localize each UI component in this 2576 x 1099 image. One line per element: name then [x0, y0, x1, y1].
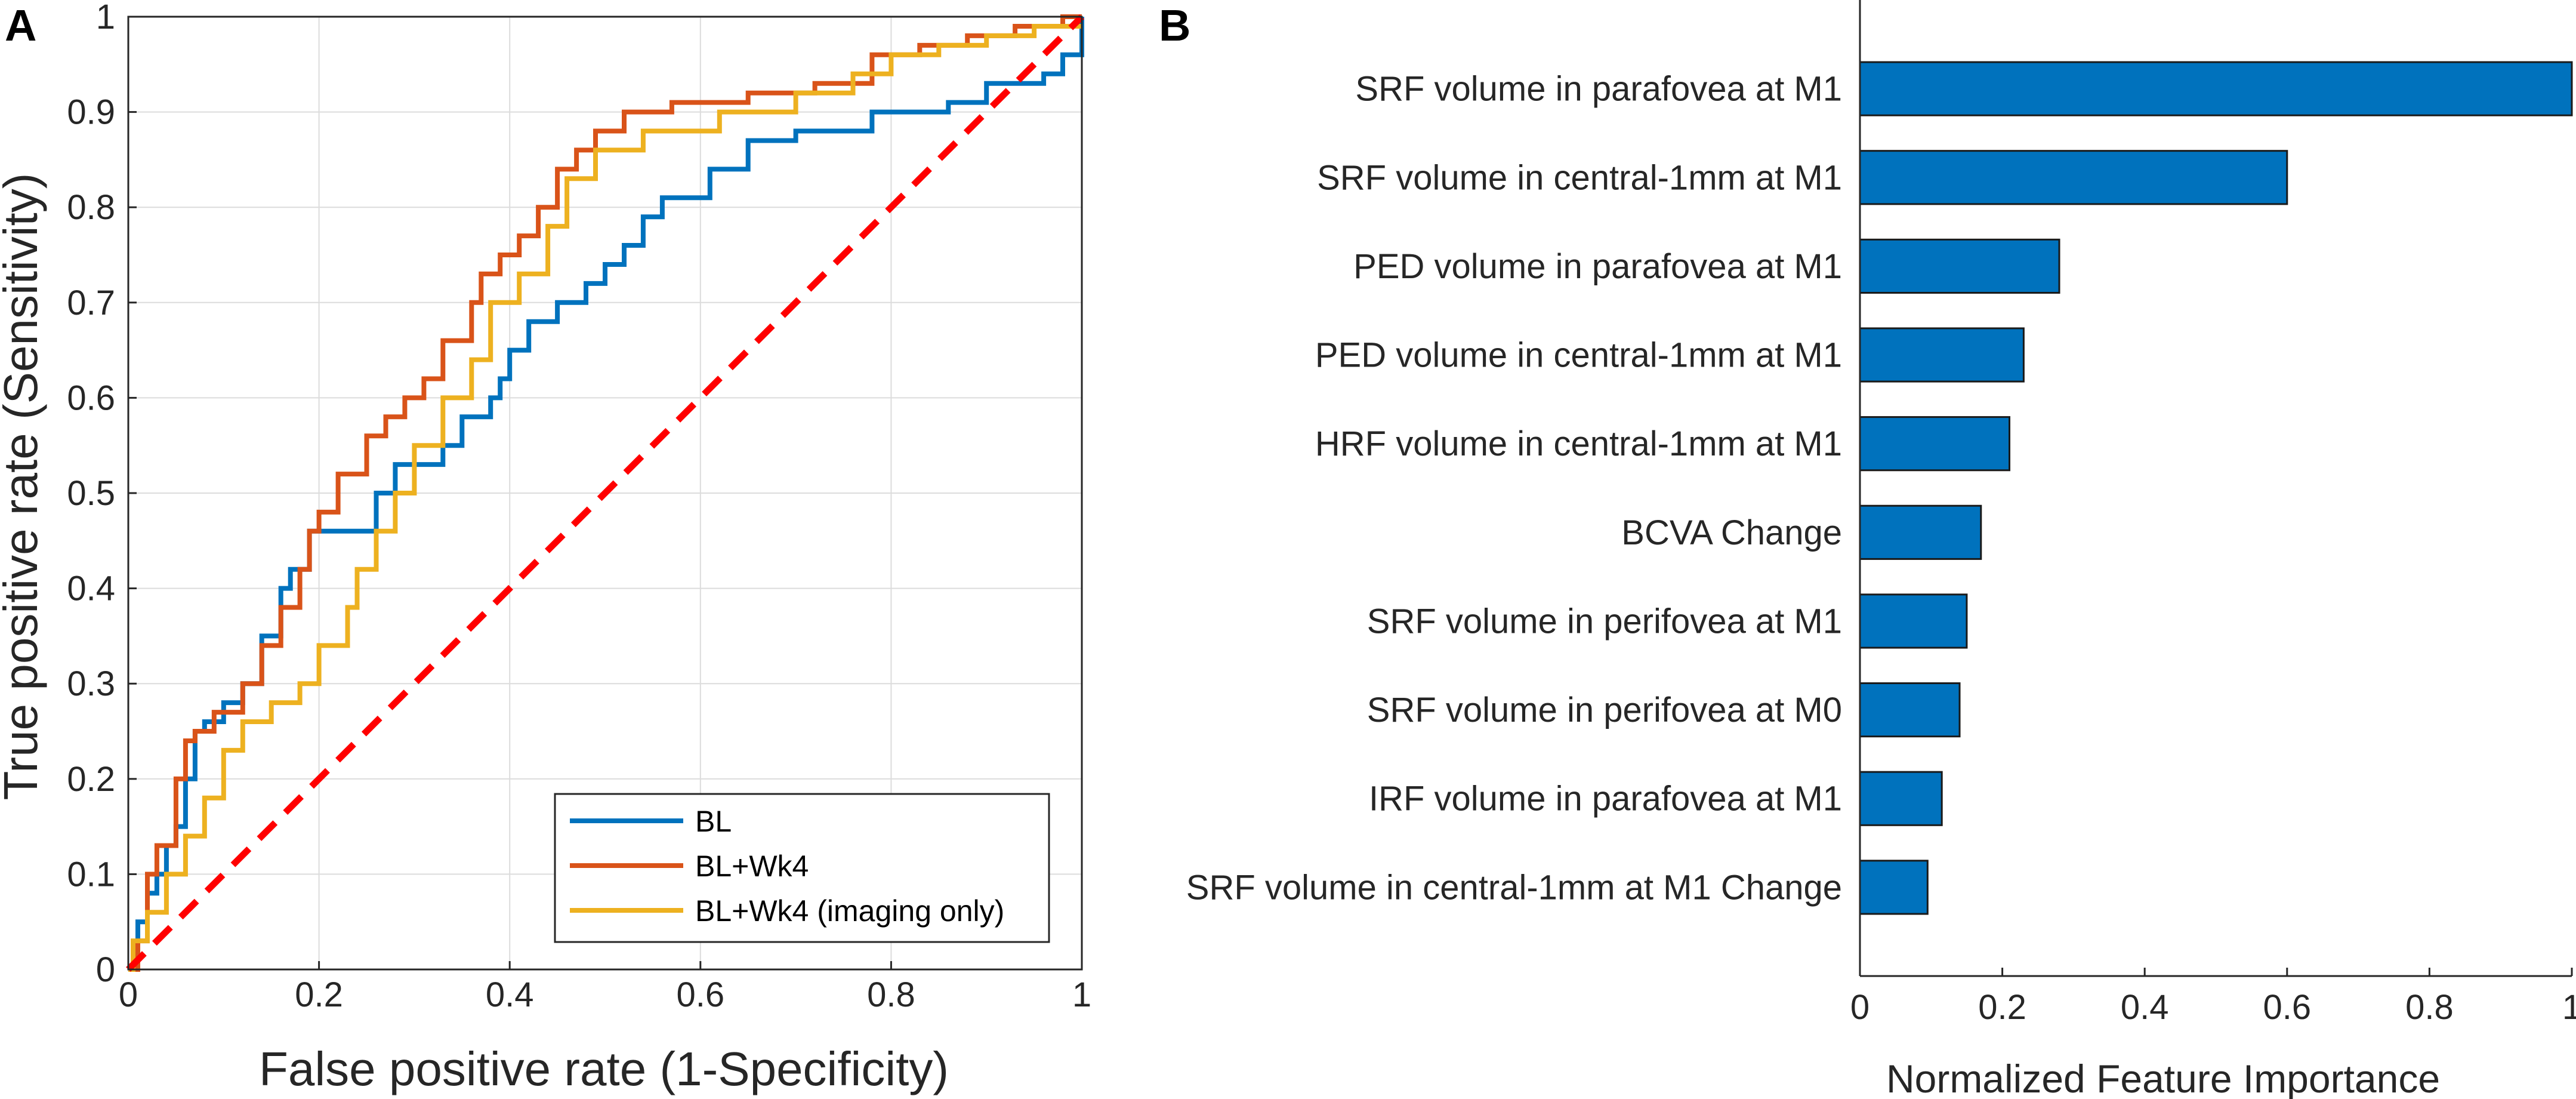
roc-y-ticks: 0 0.1 0.2 0.3 0.4 0.5 0.6 0.7 0.8 0.9 1 — [67, 0, 137, 989]
feature-x-tick-label: 0.2 — [1978, 988, 2026, 1027]
legend-label-bl-wk4: BL+Wk4 — [695, 849, 809, 883]
legend-label-bl-wk4-imaging: BL+Wk4 (imaging only) — [695, 894, 1004, 928]
roc-y-tick-label: 1 — [96, 0, 115, 36]
roc-y-tick-label: 0.4 — [67, 569, 115, 608]
feature-bars — [1859, 0, 2573, 977]
feature-bar — [1859, 860, 1929, 915]
roc-y-axis-label: True positive rate (Sensitivity) — [0, 173, 47, 801]
roc-x-axis-label: False positive rate (1-Specificity) — [259, 1042, 949, 1095]
roc-y-tick-label: 0.7 — [67, 284, 115, 322]
feature-label: IRF volume in parafovea at M1 — [1369, 780, 1842, 818]
feature-label: SRF volume in central-1mm at M1 Change — [1186, 868, 1842, 907]
roc-x-tick-label: 0.6 — [676, 975, 724, 1014]
panel-label-a: A — [5, 1, 36, 50]
roc-y-tick-label: 0 — [96, 950, 115, 989]
feature-x-tick-label: 0.6 — [2263, 988, 2311, 1027]
feature-bar — [1859, 150, 2288, 205]
feature-labels: SRF volume in parafovea at M1 SRF volume … — [1186, 70, 1842, 907]
feature-bar — [1859, 682, 1961, 738]
panel-label-b: B — [1159, 1, 1190, 50]
feature-label: PED volume in parafovea at M1 — [1353, 247, 1842, 286]
roc-curve-bl-wk4-imaging-only — [128, 24, 1082, 972]
feature-label: SRF volume in central-1mm at M1 — [1317, 158, 1842, 197]
feature-x-tick-label: 0.4 — [2121, 988, 2169, 1027]
feature-label: SRF volume in parafovea at M1 — [1355, 70, 1842, 109]
feature-bar — [1859, 771, 1943, 826]
roc-x-tick-label: 0 — [119, 975, 138, 1014]
feature-label: BCVA Change — [1621, 513, 1842, 552]
roc-y-tick-label: 0.3 — [67, 664, 115, 703]
feature-bar — [1859, 593, 1968, 649]
legend-label-bl: BL — [695, 805, 732, 838]
feature-bar — [1859, 327, 2025, 383]
feature-bar — [1859, 238, 2060, 294]
feature-x-axis-label: Normalized Feature Importance — [1886, 1057, 2440, 1099]
roc-x-tick-label: 1 — [1072, 975, 1091, 1014]
roc-legend: BL BL+Wk4 BL+Wk4 (imaging only) — [554, 793, 1050, 943]
roc-panel: A 0 0.2 0.4 0.6 0.8 1 00.10.20.30.40.50.60.70… — [0, 0, 1091, 1095]
roc-x-tick-label: 0.2 — [295, 975, 343, 1014]
roc-y-tick-label: 0.6 — [67, 378, 115, 417]
feature-bar — [1859, 61, 2573, 116]
feature-label: SRF volume in perifovea at M0 — [1367, 691, 1842, 729]
feature-bar — [1859, 504, 1982, 560]
roc-curves — [126, 14, 1084, 972]
feature-label: PED volume in central-1mm at M1 — [1315, 336, 1842, 375]
roc-y-tick-label: 0.5 — [67, 474, 115, 513]
roc-y-tick-label: 0.1 — [67, 855, 115, 894]
feature-x-tick-label: 1 — [2562, 988, 2576, 1027]
feature-label: SRF volume in perifovea at M1 — [1367, 602, 1842, 641]
roc-x-tick-label: 0.8 — [867, 975, 915, 1014]
roc-x-tick-label: 0.4 — [486, 975, 534, 1014]
feature-bar — [1859, 416, 2011, 472]
roc-curve-bl — [128, 17, 1084, 972]
roc-y-tick-label: 0.9 — [67, 93, 115, 132]
roc-x-ticks: 0 0.2 0.4 0.6 0.8 1 — [119, 961, 1091, 1014]
roc-curve-chance — [126, 14, 1084, 972]
roc-y-tick-label: 0.8 — [67, 188, 115, 227]
feature-label: HRF volume in central-1mm at M1 — [1315, 424, 1842, 463]
feature-x-tick-label: 0 — [1850, 988, 1869, 1027]
feature-x-ticks: 0 0.2 0.4 0.6 0.8 1 — [1850, 968, 2576, 1027]
feature-x-tick-label: 0.8 — [2405, 988, 2454, 1027]
roc-y-tick-label: 0.2 — [67, 760, 115, 799]
